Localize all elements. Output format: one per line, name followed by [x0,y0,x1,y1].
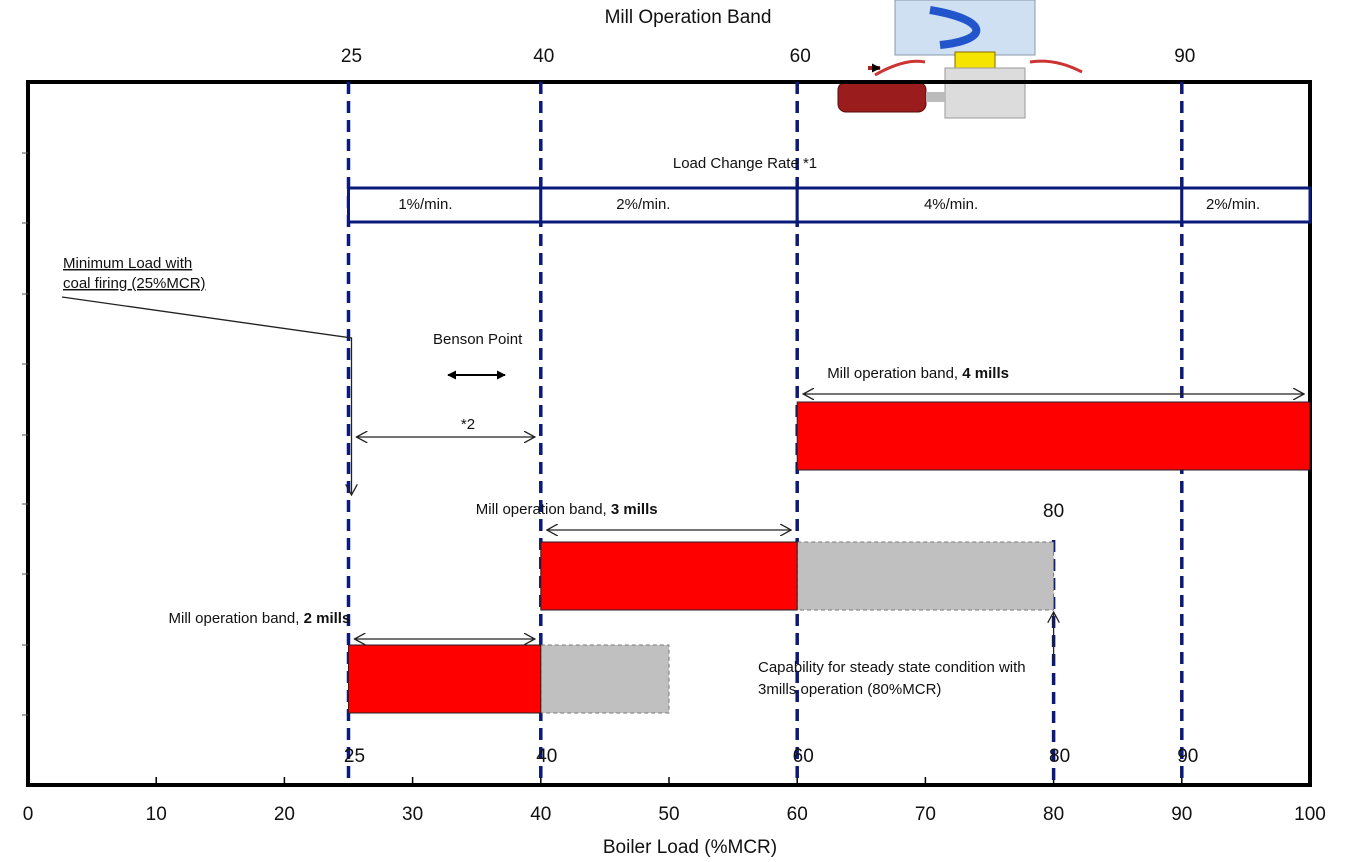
min-load-note: Minimum Load with [63,255,192,272]
top-label: 40 [533,46,554,67]
bottom-label: 90 [1177,746,1198,767]
mill-gearbox [945,68,1025,118]
x-tick-label: 0 [23,804,34,825]
load-change-title: Load Change Rate *1 [673,155,817,172]
x-tick-label: 30 [402,804,423,825]
top-label: 90 [1174,46,1195,67]
x-tick-label: 60 [787,804,808,825]
x-tick-label: 10 [146,804,167,825]
band-label-bold: 3 mills [611,501,658,518]
rate-label: 1%/min. [398,196,452,213]
x-tick-label: 70 [915,804,936,825]
band-label-text: Mill operation band, [476,501,611,518]
capability-bar [541,645,669,713]
mill-table [955,52,995,68]
rate-label: 4%/min. [924,196,978,213]
chart-title: Mill Operation Band [605,7,772,28]
bottom-label: 80 [1049,746,1070,767]
bottom-label: 40 [536,746,557,767]
x-tick-label: 20 [274,804,295,825]
capability-note: Capability for steady state condition wi… [758,659,1026,676]
x-tick-label: 50 [658,804,679,825]
top-label: 25 [341,46,362,67]
chart: Mill Operation Band Boiler Load (%MCR) 0… [0,0,1359,862]
bottom-label: 25 [344,746,365,767]
ext-label: 80 [1043,501,1064,522]
mill-coupling [926,92,946,102]
bar [349,645,541,713]
capability-bar [797,542,1053,610]
x-tick-label: 90 [1171,804,1192,825]
top-label: 60 [790,46,811,67]
x-axis-label: Boiler Load (%MCR) [603,837,777,858]
mill-illustration [838,0,1082,118]
bar [797,402,1310,470]
min-load-note: coal firing (25%MCR) [63,275,206,292]
rate-segment [797,188,1182,222]
mill-body [895,0,1035,55]
band-label-bold: 4 mills [962,365,1009,382]
x-tick-label: 80 [1043,804,1064,825]
bottom-label: 60 [793,746,814,767]
band-label: Mill operation band, 2 mills [169,610,351,627]
band-label-text: Mill operation band, [169,610,304,627]
x-tick-label: 40 [530,804,551,825]
band-label-bold: 2 mills [304,610,351,627]
band-label: Mill operation band, 3 mills [476,501,658,518]
min-load-leader [62,297,352,495]
band-label-text: Mill operation band, [827,365,962,382]
capability-note: 3mills operation (80%MCR) [758,681,941,698]
benson-label: Benson Point [433,331,523,348]
x-tick-label: 100 [1294,804,1326,825]
rate-label: 2%/min. [616,196,670,213]
rate-label: 2%/min. [1206,196,1260,213]
band-label: Mill operation band, 4 mills [827,365,1009,382]
mill-motor [838,82,926,112]
star2-label: *2 [461,416,475,433]
bar [541,542,797,610]
